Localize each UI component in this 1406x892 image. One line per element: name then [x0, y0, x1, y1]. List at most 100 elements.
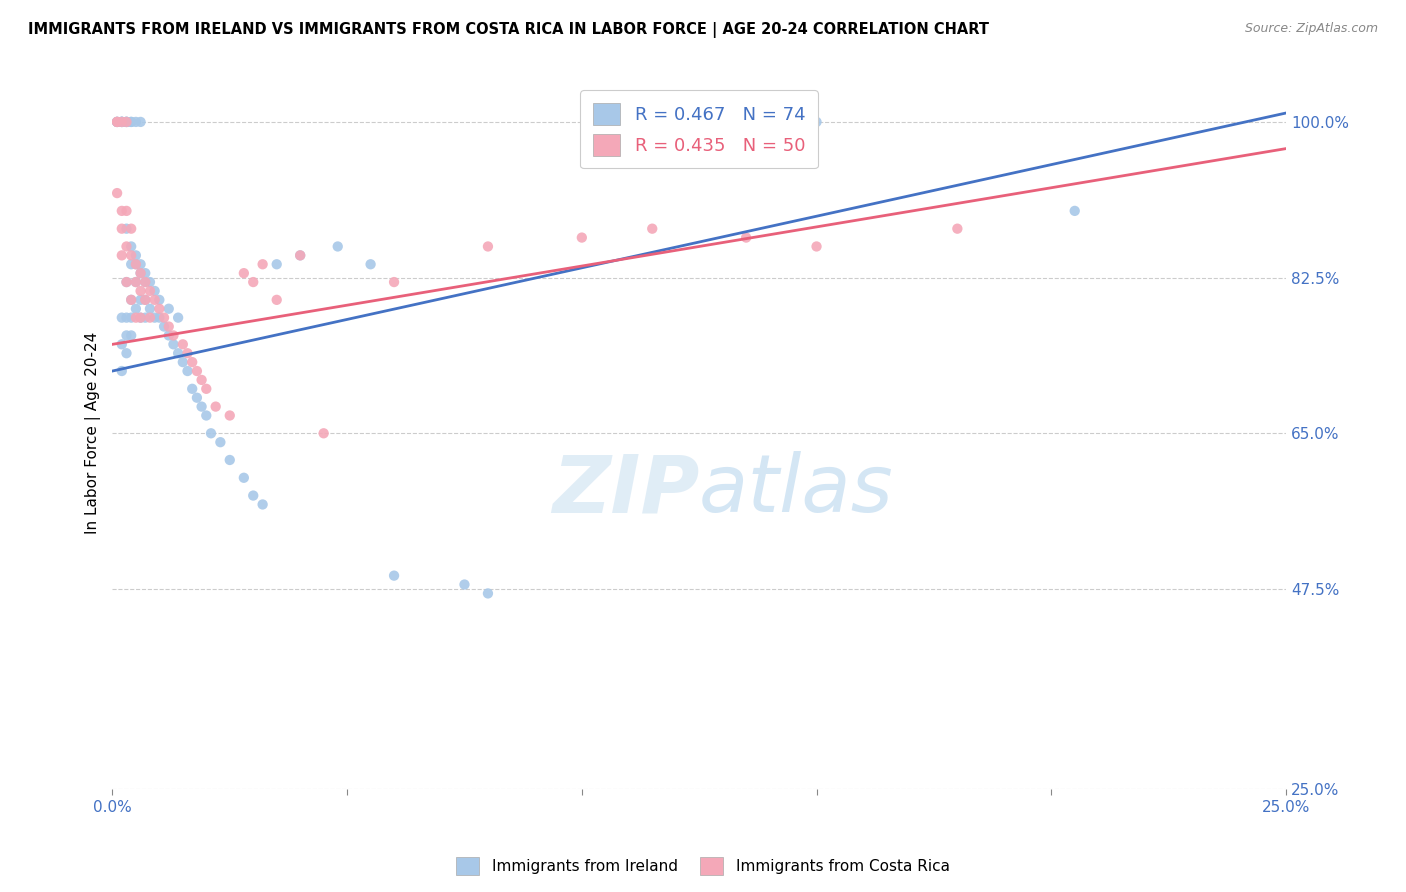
- Text: IMMIGRANTS FROM IRELAND VS IMMIGRANTS FROM COSTA RICA IN LABOR FORCE | AGE 20-24: IMMIGRANTS FROM IRELAND VS IMMIGRANTS FR…: [28, 22, 988, 38]
- Point: [326, 239, 349, 253]
- Point: [120, 115, 142, 129]
- Point: [1063, 203, 1085, 218]
- Point: [115, 275, 138, 289]
- Point: [134, 275, 156, 289]
- Point: [252, 257, 274, 271]
- Point: [134, 293, 156, 307]
- Point: [125, 275, 148, 289]
- Point: [806, 239, 828, 253]
- Point: [148, 293, 170, 307]
- Point: [129, 115, 152, 129]
- Text: Source: ZipAtlas.com: Source: ZipAtlas.com: [1244, 22, 1378, 36]
- Point: [120, 293, 142, 307]
- Point: [946, 221, 969, 235]
- Point: [266, 257, 288, 271]
- Point: [172, 355, 194, 369]
- Point: [120, 221, 142, 235]
- Point: [120, 293, 142, 307]
- Point: [204, 400, 226, 414]
- Point: [266, 293, 288, 307]
- Point: [139, 284, 162, 298]
- Point: [153, 310, 176, 325]
- Legend: R = 0.467   N = 74, R = 0.435   N = 50: R = 0.467 N = 74, R = 0.435 N = 50: [581, 90, 818, 169]
- Point: [232, 471, 254, 485]
- Point: [105, 115, 128, 129]
- Point: [735, 230, 758, 244]
- Point: [218, 409, 240, 423]
- Point: [115, 310, 138, 325]
- Point: [139, 275, 162, 289]
- Point: [105, 115, 128, 129]
- Point: [806, 115, 828, 129]
- Point: [288, 248, 311, 262]
- Point: [167, 346, 190, 360]
- Point: [120, 239, 142, 253]
- Point: [111, 337, 134, 351]
- Point: [129, 284, 152, 298]
- Point: [115, 275, 138, 289]
- Point: [120, 257, 142, 271]
- Point: [288, 248, 311, 262]
- Point: [242, 489, 264, 503]
- Point: [111, 364, 134, 378]
- Point: [162, 328, 184, 343]
- Point: [115, 115, 138, 129]
- Point: [105, 115, 128, 129]
- Point: [139, 310, 162, 325]
- Point: [157, 301, 180, 316]
- Point: [129, 293, 152, 307]
- Point: [120, 328, 142, 343]
- Point: [129, 310, 152, 325]
- Point: [120, 310, 142, 325]
- Point: [134, 310, 156, 325]
- Point: [115, 346, 138, 360]
- Point: [167, 310, 190, 325]
- Point: [111, 115, 134, 129]
- Point: [641, 221, 664, 235]
- Point: [115, 221, 138, 235]
- Point: [148, 301, 170, 316]
- Point: [181, 355, 204, 369]
- Point: [176, 346, 198, 360]
- Point: [453, 577, 475, 591]
- Point: [115, 239, 138, 253]
- Legend: Immigrants from Ireland, Immigrants from Costa Rica: Immigrants from Ireland, Immigrants from…: [451, 852, 955, 880]
- Point: [134, 275, 156, 289]
- Point: [143, 284, 166, 298]
- Point: [134, 266, 156, 280]
- Point: [252, 498, 274, 512]
- Point: [129, 257, 152, 271]
- Point: [200, 426, 222, 441]
- Point: [111, 115, 134, 129]
- Point: [195, 382, 218, 396]
- Point: [242, 275, 264, 289]
- Point: [139, 301, 162, 316]
- Point: [125, 275, 148, 289]
- Point: [143, 293, 166, 307]
- Point: [382, 275, 405, 289]
- Point: [115, 115, 138, 129]
- Point: [477, 239, 499, 253]
- Point: [477, 586, 499, 600]
- Point: [105, 186, 128, 200]
- Y-axis label: In Labor Force | Age 20-24: In Labor Force | Age 20-24: [86, 332, 101, 534]
- Point: [181, 382, 204, 396]
- Point: [105, 115, 128, 129]
- Point: [125, 301, 148, 316]
- Point: [360, 257, 382, 271]
- Point: [115, 115, 138, 129]
- Point: [312, 426, 335, 441]
- Point: [120, 248, 142, 262]
- Point: [190, 400, 212, 414]
- Point: [125, 248, 148, 262]
- Point: [120, 115, 142, 129]
- Text: atlas: atlas: [699, 451, 894, 529]
- Point: [148, 310, 170, 325]
- Point: [190, 373, 212, 387]
- Point: [125, 310, 148, 325]
- Point: [125, 257, 148, 271]
- Point: [111, 310, 134, 325]
- Point: [143, 310, 166, 325]
- Point: [157, 319, 180, 334]
- Point: [111, 221, 134, 235]
